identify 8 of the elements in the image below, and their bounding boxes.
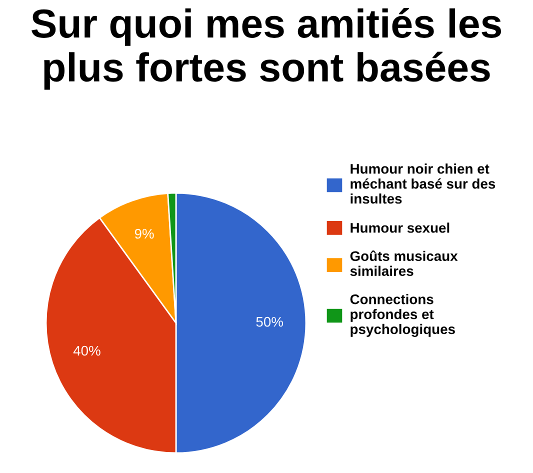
chart-title: Sur quoi mes amitiés les plus fortes sont basées [32,8,502,90]
legend-label: Humour noir chien et méchant basé sur des insultes [350,164,496,204]
data-label: 50% [256,316,284,327]
legend-label: Humour sexuel [350,222,450,233]
data-label: 9% [134,228,154,239]
legend-label: Connections profondes et psychologiques [350,294,455,337]
legend-label: Goûts musicaux similaires [350,250,458,276]
data-label: 40% [73,346,100,356]
